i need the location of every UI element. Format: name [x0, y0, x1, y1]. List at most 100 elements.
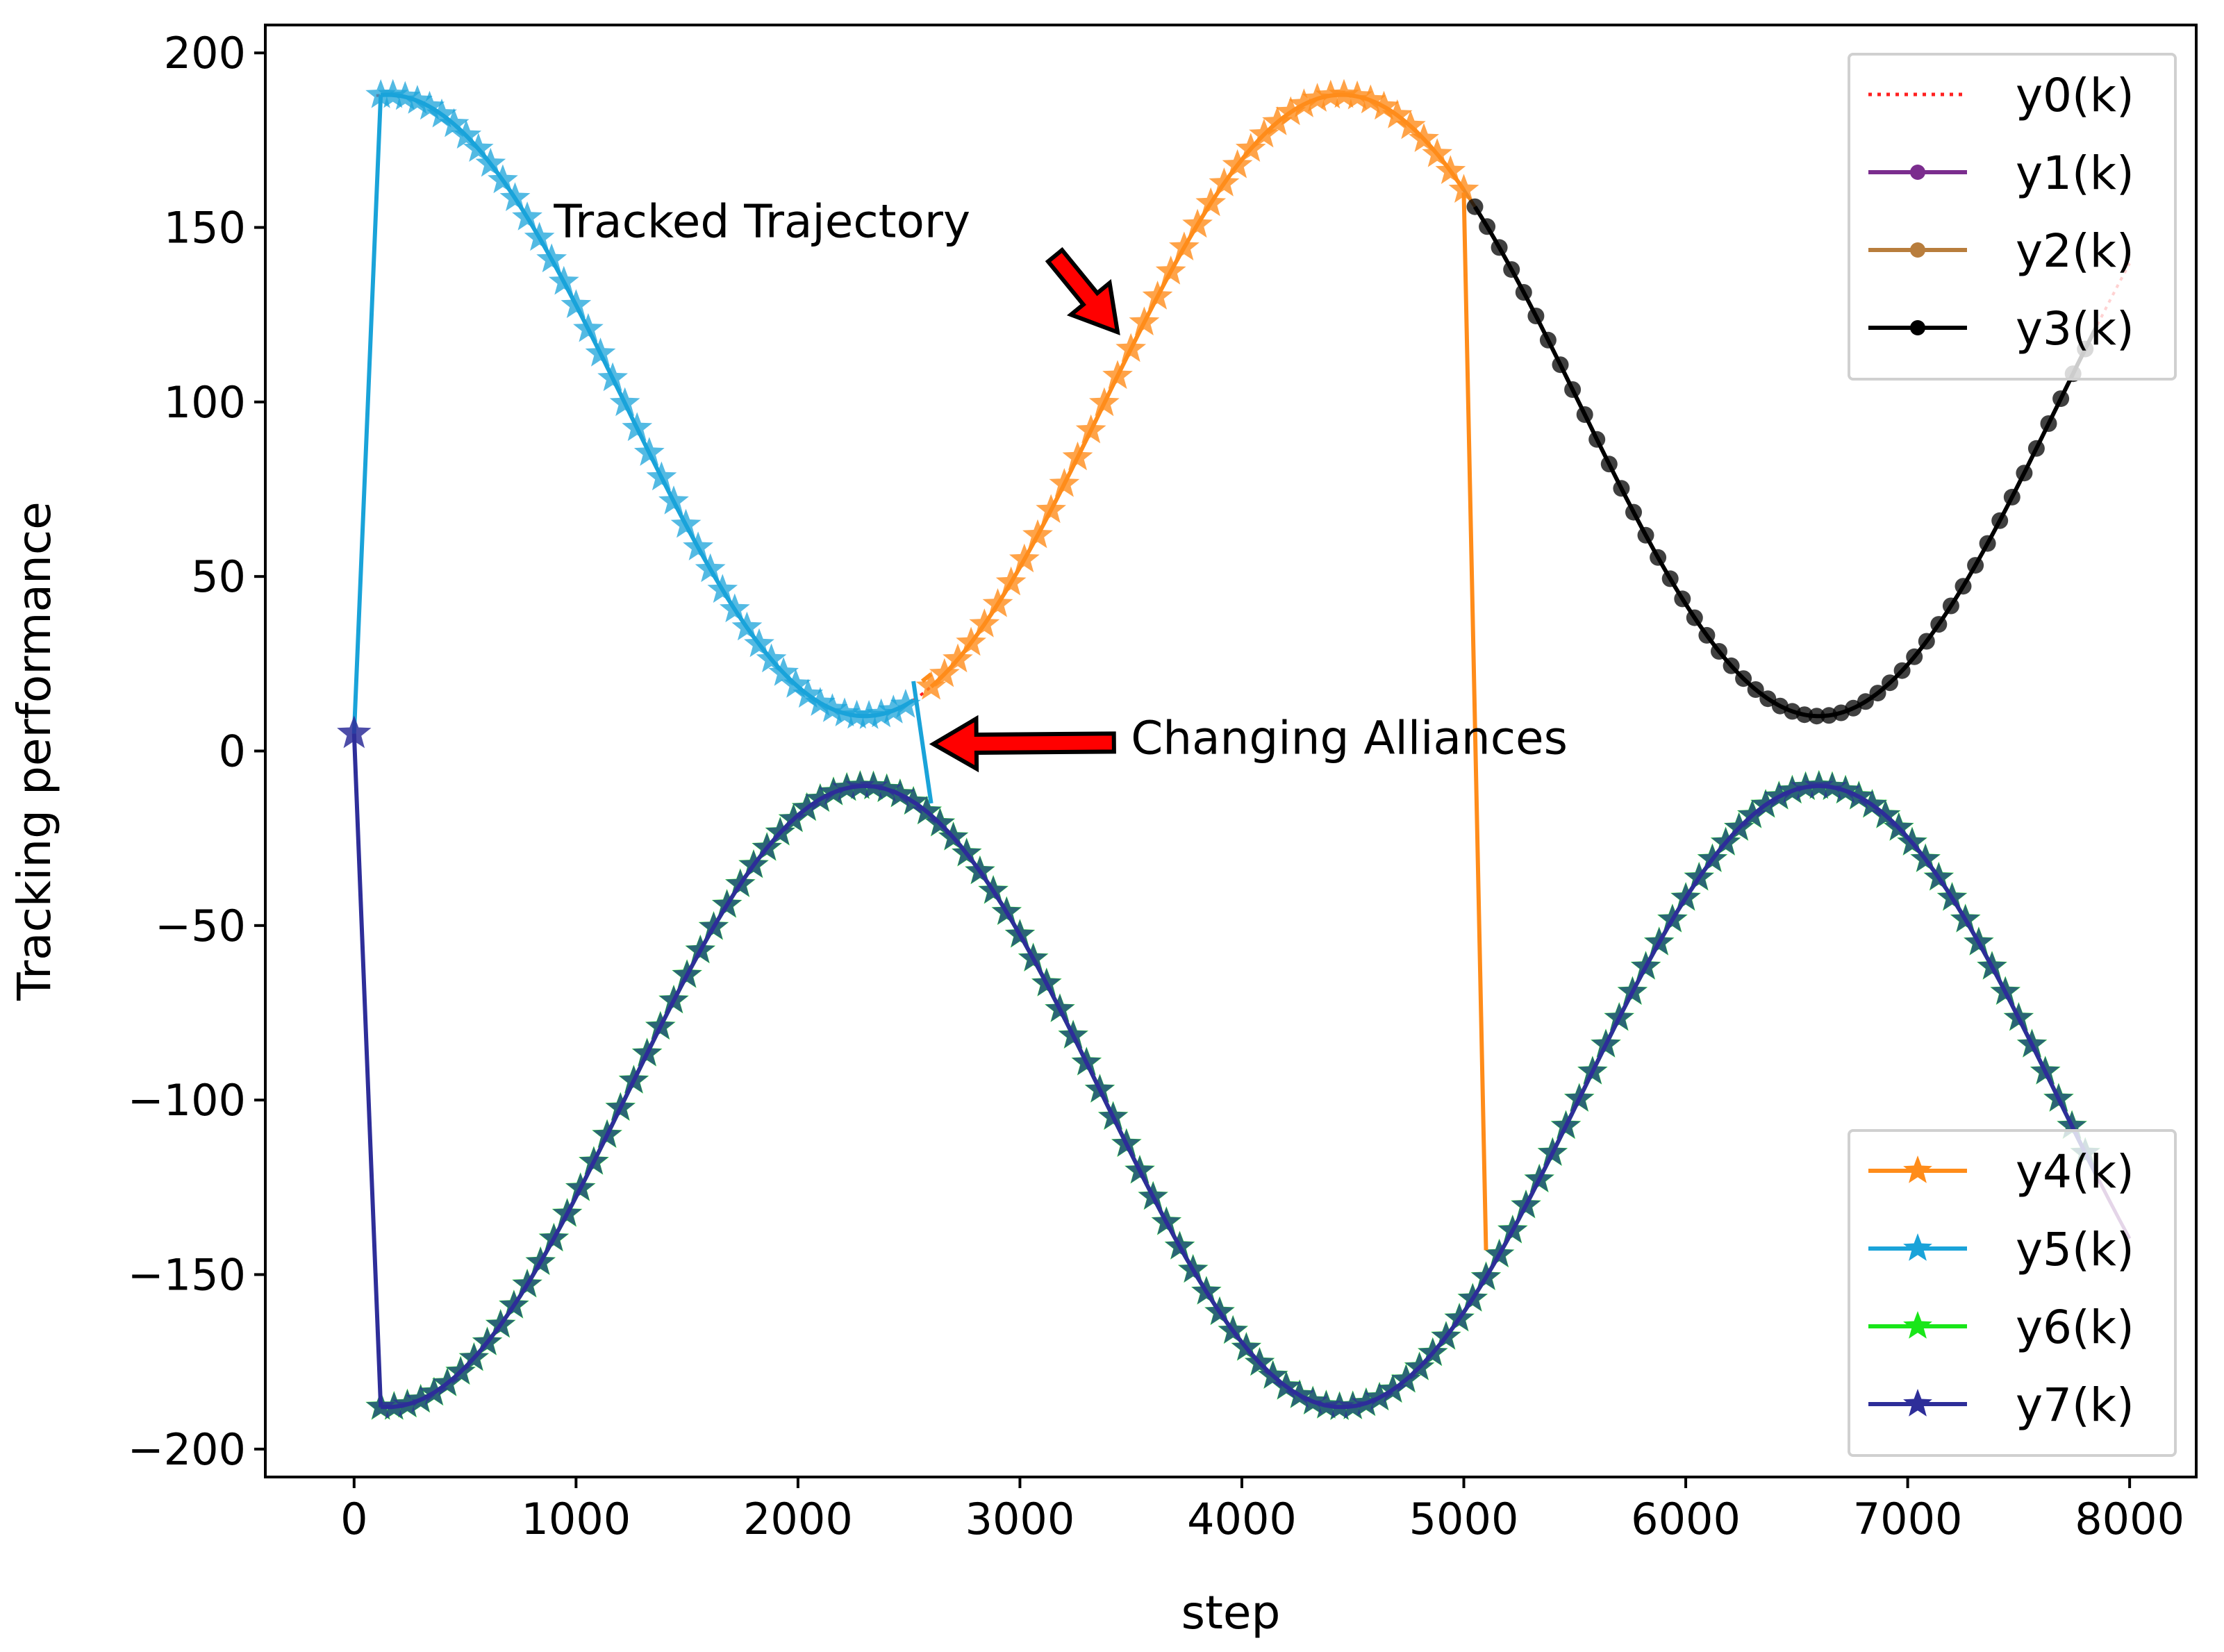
series-y3k-marker [1527, 308, 1545, 324]
series-y7k-marker [1791, 771, 1820, 800]
series-y3k-marker [1539, 331, 1557, 349]
series-y5k-marker [731, 611, 763, 641]
series-y7k-marker [1604, 1003, 1634, 1031]
series-y7k-marker [472, 1327, 502, 1355]
series-y7k-marker [739, 849, 768, 878]
series-y7k-marker [1804, 770, 1834, 799]
legend-star-marker [1903, 1155, 1932, 1183]
series-y7k-marker [1857, 790, 1887, 817]
series-y5k-marker [658, 485, 689, 515]
series-y7k-marker [1564, 1083, 1594, 1112]
series-y3k-marker [2003, 488, 2020, 506]
legend-entry-y7k: y7(k) [1868, 1378, 2134, 1432]
x-tick-label: 7000 [1853, 1494, 1963, 1544]
series-y7k-marker [1644, 927, 1674, 956]
x-tick-label: 0 [340, 1494, 367, 1544]
series-y7k-marker [1777, 775, 1807, 803]
series-y3k-marker [2027, 440, 2045, 457]
annotation-tracked-trajectory-arrow [1045, 247, 1120, 335]
series-y7k-marker [1191, 1276, 1221, 1304]
series-y7k-marker [1178, 1254, 1208, 1283]
series-y7k-marker [712, 890, 742, 917]
x-tick-label: 4000 [1187, 1494, 1297, 1544]
series-y7k-marker [1391, 1364, 1421, 1392]
legend-label: y1(k) [2016, 147, 2134, 200]
legend-label: y4(k) [2016, 1145, 2134, 1199]
series-y5k-marker [854, 700, 884, 729]
series-y7k-marker [1404, 1352, 1434, 1380]
series-y3k-marker [1723, 657, 1740, 674]
series-y3k-marker [1869, 685, 1886, 702]
series-y7k-marker [1138, 1181, 1168, 1210]
series-y7k-marker [1418, 1337, 1447, 1366]
series-y7k-marker [1577, 1056, 1607, 1084]
series-y4k-marker [1275, 96, 1306, 126]
series-y7k-marker [952, 838, 981, 866]
series-y7k-marker [406, 1384, 435, 1412]
series-y3k-marker [1503, 261, 1520, 278]
series-y7k-marker [1684, 862, 1714, 890]
series-y7k-marker [912, 796, 942, 824]
y-tick-label: −100 [128, 1075, 246, 1126]
series-y3k-marker [1552, 356, 1569, 374]
series-y7k-marker [1658, 904, 1687, 932]
series-y4k-marker [969, 608, 1000, 637]
series-y7k-marker [1059, 1020, 1088, 1049]
series-y7k-marker [765, 817, 795, 845]
series-y4k-marker [1115, 333, 1147, 362]
series-y4k-marker [1022, 519, 1053, 549]
x-tick-label: 8000 [2075, 1494, 2184, 1544]
series-y7k-marker [1298, 1386, 1328, 1415]
series-y3k-marker [1650, 549, 1667, 566]
series-y5k-marker [585, 337, 616, 367]
series-y7k-marker [1591, 1029, 1620, 1058]
series-y7k-marker [845, 771, 875, 799]
legends: y0(k) y1(k) y2(k) y3(k) y4(k) y5(k) y6(k) y7(k) [1848, 53, 2177, 1457]
series-y3k-marker [1845, 699, 1862, 717]
series-y3k-marker [1808, 708, 1825, 725]
annotation-changing-alliances-label: Changing Alliances [1131, 711, 1568, 765]
series-y7k-marker [805, 783, 835, 812]
series-y4k-marker [1235, 133, 1266, 162]
x-axis-title: step [1181, 1586, 1281, 1640]
series-y7k-marker [1432, 1321, 1461, 1349]
series-y4k-marker [1315, 79, 1346, 109]
legend-entry-y0k: y0(k) [1868, 69, 2134, 122]
series-y7k-marker [392, 1389, 422, 1417]
series-y5k-marker [475, 147, 506, 177]
legend-top-right: y0(k) y1(k) y2(k) y3(k) [1848, 53, 2177, 381]
series-y4k [915, 78, 1488, 1251]
series-y3k-marker [1479, 218, 1496, 235]
series-y4k-marker [1249, 118, 1279, 148]
series-y3k-marker [1637, 526, 1654, 544]
series-y5k-marker [365, 79, 396, 108]
series-y7k-marker [925, 808, 955, 836]
series-y7k-marker [1618, 976, 1648, 1005]
series-y7k-marker [1991, 976, 2020, 1005]
series-y7k-marker [1085, 1074, 1115, 1103]
series-y7k-marker [1698, 844, 1727, 872]
legend-entry-y5k: y5(k) [1868, 1223, 2134, 1276]
series-y4k-marker [1036, 494, 1066, 524]
series-y5k-marker [780, 669, 811, 698]
series-y7k-marker [1551, 1110, 1581, 1139]
series-y7k-marker [1005, 919, 1035, 947]
series-y7k-marker [2057, 1110, 2086, 1139]
y-tick-label: −150 [128, 1249, 246, 1300]
series-y5k-marker [756, 643, 787, 673]
series-y3k-marker [1893, 662, 1911, 679]
series-y3k-marker [1759, 690, 1777, 708]
series-y7k-marker [965, 856, 995, 884]
series-y3k-marker [1967, 557, 1984, 574]
series-y7k-marker [819, 777, 848, 805]
legend-label: y0(k) [2016, 69, 2134, 122]
series-y7k-marker [2017, 1029, 2047, 1058]
series-y7k-marker [1445, 1303, 1474, 1331]
series-y3k-marker [2040, 415, 2057, 432]
series-y7k-marker [1764, 781, 1794, 809]
series-y4k-marker [1409, 123, 1439, 152]
series-y5k-marker [633, 437, 665, 466]
series-y7k-marker [1511, 1190, 1541, 1218]
series-y7k-marker [1911, 844, 1941, 872]
series-y7k-marker [672, 960, 702, 987]
